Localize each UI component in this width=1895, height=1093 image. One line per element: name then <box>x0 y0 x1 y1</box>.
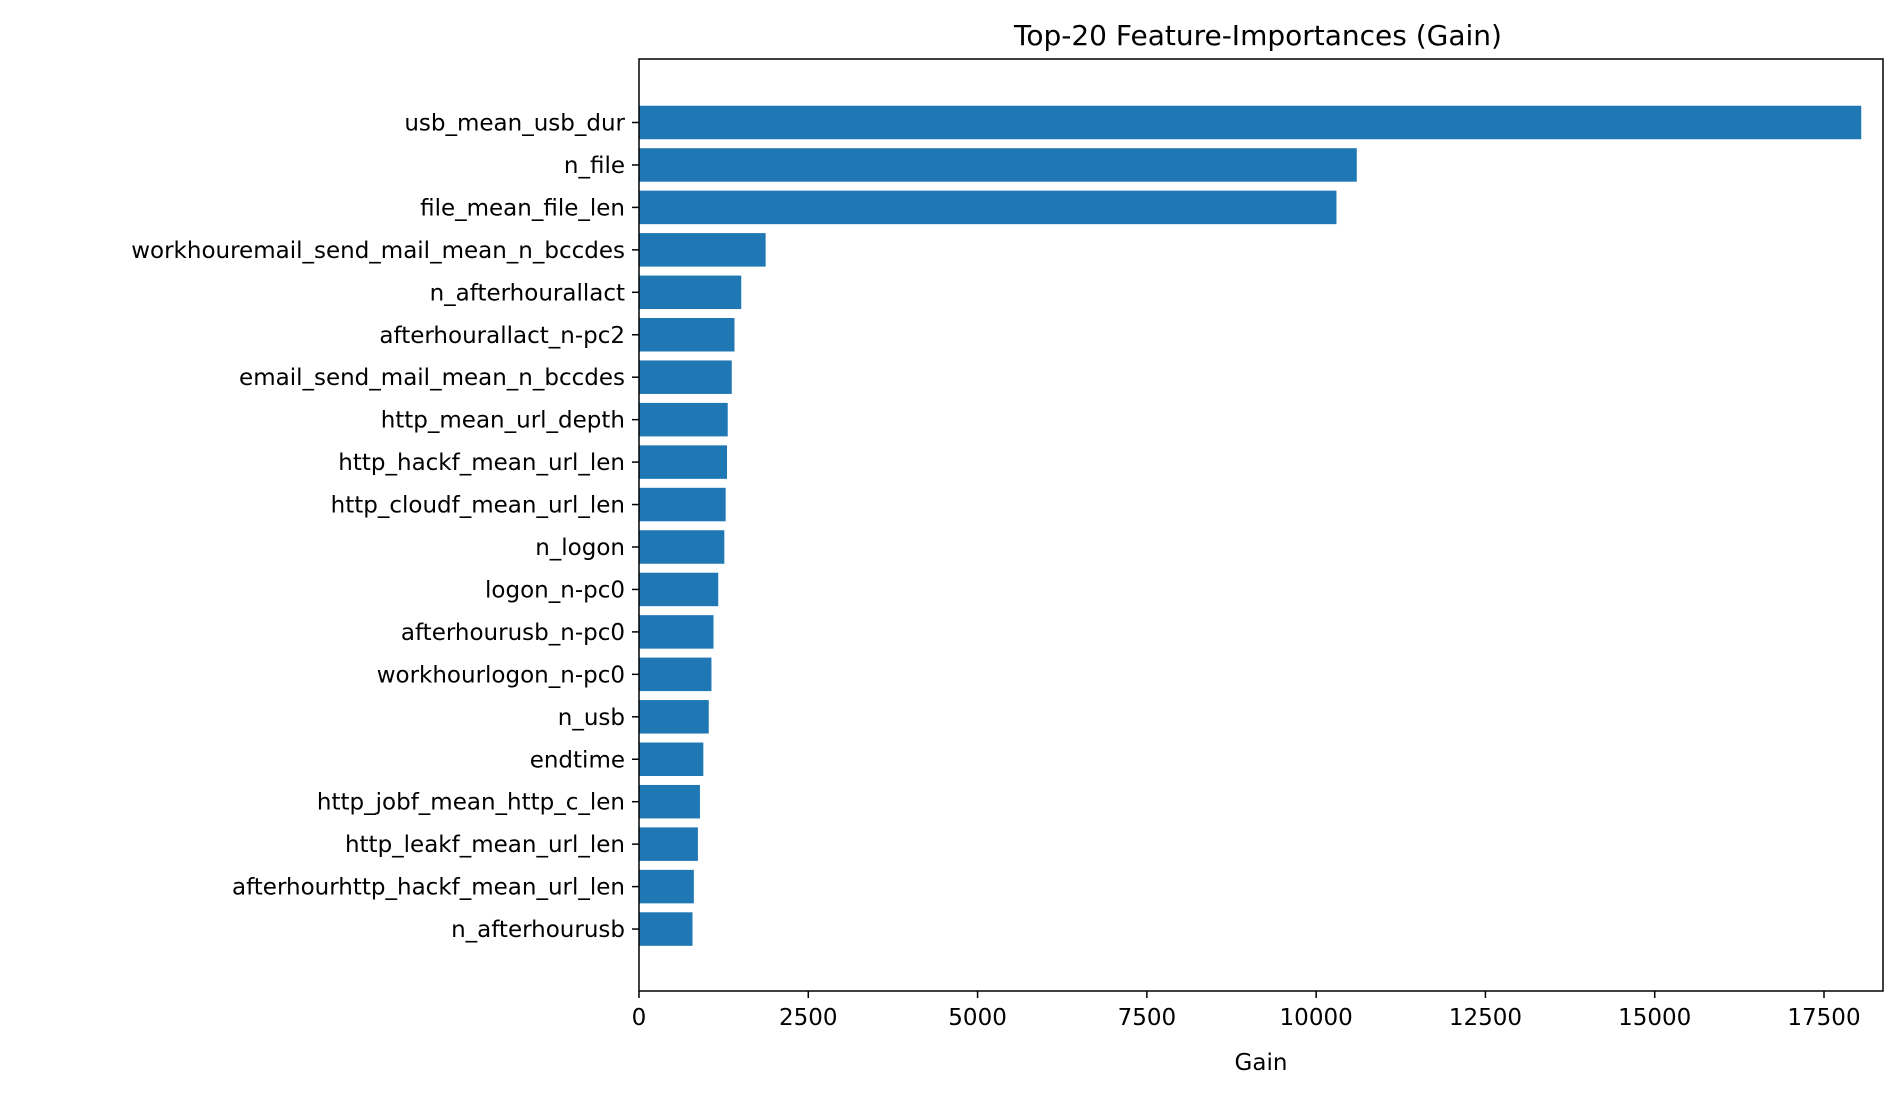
x-tick-label: 10000 <box>1280 1005 1353 1031</box>
bar-logon_n-pc0 <box>639 572 719 607</box>
y-tick-label: n_afterhourallact <box>430 280 625 306</box>
x-axis-ticks: 0 2500 5000 7500 10000 12500 15000 17500 <box>632 991 1861 1031</box>
chart-title: Top-20 Feature-Importances (Gain) <box>1013 19 1502 52</box>
y-tick-label: workhouremail_send_mail_mean_n_bccdes <box>131 238 625 264</box>
bar-n_afterhourallact <box>639 275 742 310</box>
y-axis-ticks: usb_mean_usb_dur n_file file_mean_file_len… <box>131 111 639 943</box>
x-axis-label: Gain <box>1235 1050 1288 1076</box>
bar-afterhourusb_n-pc0 <box>639 615 714 649</box>
y-tick-label: n_usb <box>558 705 625 731</box>
bar-email_send_mail_mean_n_bccdes <box>639 360 732 394</box>
y-tick-label: afterhourusb_n-pc0 <box>401 620 625 646</box>
y-tick-label: http_cloudf_mean_url_len <box>331 493 625 519</box>
bar-http_jobf_mean_http_c_len <box>639 784 700 819</box>
bar-afterhourhttp_hackf_mean_url_len <box>639 869 694 904</box>
x-tick-label: 15000 <box>1618 1005 1691 1031</box>
bar-endtime <box>639 742 704 776</box>
bar-workhouremail_send_mail_mean_n_bccdes <box>639 233 766 267</box>
y-tick-label: logon_n-pc0 <box>485 577 625 603</box>
y-tick-label: afterhourhttp_hackf_mean_url_len <box>232 875 625 901</box>
bar-workhourlogon_n-pc0 <box>639 657 712 692</box>
x-tick-label: 17500 <box>1787 1005 1860 1031</box>
bar-http_mean_url_depth <box>639 402 728 437</box>
y-tick-label: email_send_mail_mean_n_bccdes <box>239 365 625 391</box>
x-tick-label: 12500 <box>1449 1005 1522 1031</box>
y-tick-label: workhourlogon_n-pc0 <box>377 662 625 688</box>
bar-file_mean_file_len <box>639 190 1337 225</box>
y-tick-label: n_file <box>564 153 625 179</box>
bar-afterhourallact_n-pc2 <box>639 318 735 352</box>
x-tick-label: 0 <box>632 1005 647 1031</box>
x-tick-label: 2500 <box>779 1005 838 1031</box>
bar-http_leakf_mean_url_len <box>639 827 698 861</box>
y-tick-label: file_mean_file_len <box>420 195 625 221</box>
plot-frame <box>638 58 1884 992</box>
y-tick-label: http_hackf_mean_url_len <box>338 450 625 476</box>
bar-http_cloudf_mean_url_len <box>639 487 726 522</box>
y-tick-label: http_leakf_mean_url_len <box>345 832 625 858</box>
y-tick-label: http_mean_url_depth <box>381 408 625 434</box>
y-tick-label: n_afterhourusb <box>451 917 625 943</box>
bars-layer <box>639 105 1862 946</box>
bar-http_hackf_mean_url_len <box>639 445 728 479</box>
x-tick-label: 5000 <box>948 1005 1007 1031</box>
bar-n_logon <box>639 530 725 564</box>
bar-n_afterhourusb <box>639 912 693 946</box>
bar-n_usb <box>639 700 709 734</box>
bar-usb_mean_usb_dur <box>639 105 1862 140</box>
y-tick-label: endtime <box>530 747 625 773</box>
bar-n_file <box>639 148 1357 182</box>
y-tick-label: http_jobf_mean_http_c_len <box>317 790 625 816</box>
y-tick-label: afterhourallact_n-pc2 <box>379 323 625 349</box>
x-tick-label: 7500 <box>1118 1005 1177 1031</box>
y-tick-label: n_logon <box>535 535 625 561</box>
y-tick-label: usb_mean_usb_dur <box>404 111 625 137</box>
